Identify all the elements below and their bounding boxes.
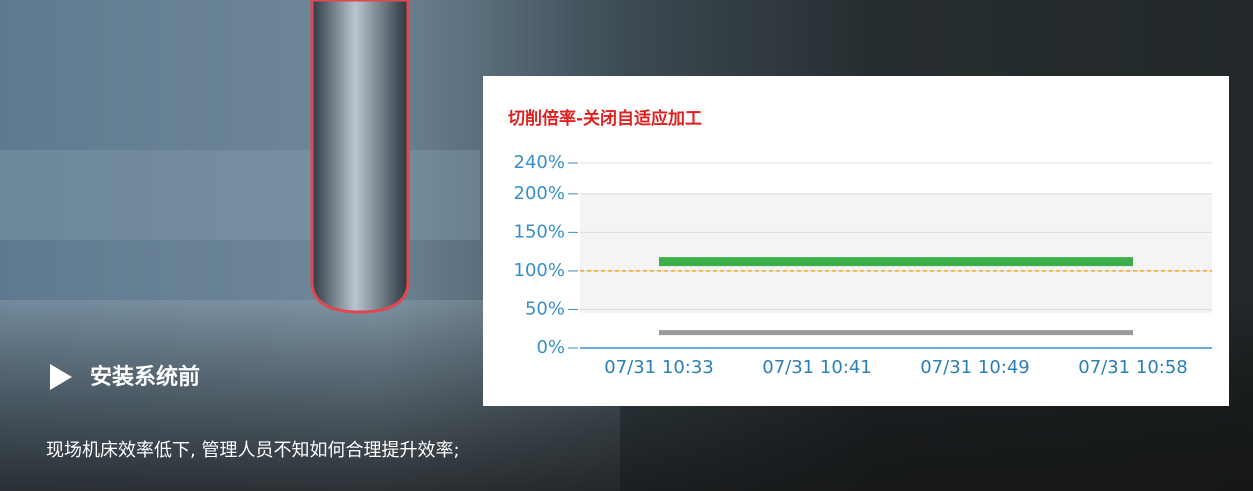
- x-tick-label: 07/31 10:33: [604, 357, 713, 378]
- page: 切削倍率-关闭自适应加工 安装系统前 现场机床效率低下, 管理人员不知如何合理提…: [0, 0, 1253, 491]
- x-tick-label: 07/31 10:49: [920, 357, 1029, 378]
- x-tick-label: 07/31 10:41: [762, 357, 871, 378]
- plot-band: [580, 193, 1212, 313]
- y-tick-label: 150%: [514, 221, 565, 242]
- x-tick-label: 07/31 10:58: [1078, 357, 1187, 378]
- y-tick-label: 0%: [536, 337, 565, 358]
- y-tick-label: 200%: [514, 183, 565, 204]
- cutting-tool: [312, 0, 408, 312]
- y-tick-label: 240%: [514, 152, 565, 173]
- caption-heading: 安装系统前: [90, 364, 200, 390]
- chart-title: 切削倍率-关闭自适应加工: [508, 108, 702, 129]
- caption-text: 现场机床效率低下, 管理人员不知如何合理提升效率;: [46, 440, 460, 461]
- y-tick-label: 50%: [525, 298, 565, 319]
- y-tick-label: 100%: [514, 260, 565, 281]
